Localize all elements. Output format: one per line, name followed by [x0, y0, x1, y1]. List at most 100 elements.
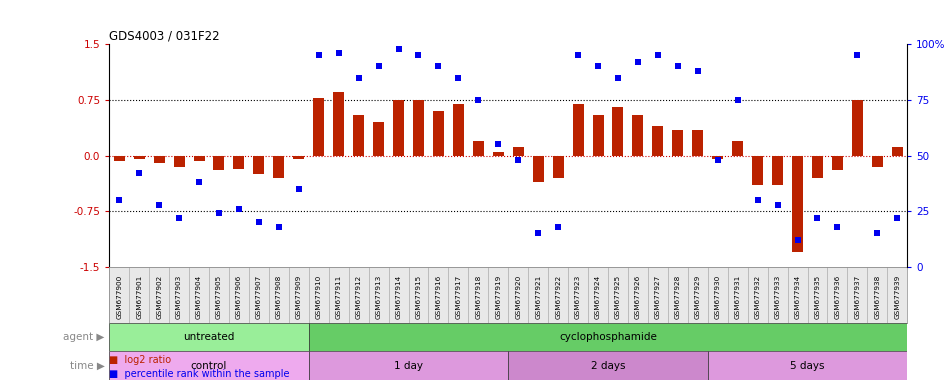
- Point: [631, 59, 646, 65]
- Text: GSM677918: GSM677918: [475, 275, 482, 319]
- Bar: [728, 267, 748, 323]
- Bar: [748, 267, 768, 323]
- Bar: [533, 156, 543, 182]
- Text: GSM677925: GSM677925: [615, 275, 621, 319]
- Text: GSM677900: GSM677900: [116, 275, 123, 319]
- Point: [711, 157, 726, 163]
- Bar: [353, 115, 364, 156]
- Bar: [852, 100, 863, 156]
- Point: [750, 197, 766, 203]
- Bar: [608, 267, 628, 323]
- Point: [671, 63, 686, 70]
- Text: GSM677916: GSM677916: [435, 275, 442, 319]
- Bar: [588, 267, 608, 323]
- Point: [211, 210, 227, 217]
- Bar: [373, 122, 384, 156]
- Text: GDS4003 / 031F22: GDS4003 / 031F22: [109, 30, 219, 43]
- Bar: [269, 267, 289, 323]
- Point: [690, 68, 705, 74]
- Bar: [154, 156, 164, 163]
- Point: [471, 97, 486, 103]
- Bar: [668, 267, 688, 323]
- Bar: [708, 267, 728, 323]
- Bar: [448, 267, 468, 323]
- Bar: [808, 267, 827, 323]
- Bar: [788, 267, 808, 323]
- Bar: [309, 323, 907, 351]
- Text: GSM677921: GSM677921: [535, 275, 541, 319]
- Bar: [189, 267, 209, 323]
- Bar: [732, 141, 743, 156]
- Text: GSM677930: GSM677930: [714, 275, 721, 319]
- Bar: [792, 156, 803, 252]
- Text: ■  percentile rank within the sample: ■ percentile rank within the sample: [109, 369, 290, 379]
- Text: GSM677932: GSM677932: [754, 275, 761, 319]
- Bar: [254, 156, 264, 174]
- Point: [131, 170, 147, 176]
- Bar: [149, 267, 169, 323]
- Text: GSM677914: GSM677914: [395, 275, 402, 319]
- Bar: [369, 267, 389, 323]
- Bar: [593, 115, 603, 156]
- Text: GSM677902: GSM677902: [156, 275, 162, 319]
- Bar: [114, 156, 124, 161]
- Bar: [309, 351, 508, 380]
- Text: GSM677939: GSM677939: [894, 275, 901, 319]
- Point: [251, 219, 266, 225]
- Bar: [274, 156, 284, 178]
- Point: [610, 74, 625, 81]
- Bar: [613, 107, 623, 156]
- Text: 2 days: 2 days: [591, 361, 625, 371]
- Bar: [413, 100, 424, 156]
- Text: GSM677934: GSM677934: [794, 275, 801, 319]
- Bar: [513, 147, 523, 156]
- Text: GSM677936: GSM677936: [834, 275, 841, 319]
- Text: untreated: untreated: [183, 332, 235, 342]
- Bar: [867, 267, 887, 323]
- Point: [491, 141, 506, 147]
- Bar: [827, 267, 847, 323]
- Point: [790, 237, 806, 243]
- Point: [232, 206, 247, 212]
- Text: GSM677919: GSM677919: [495, 275, 502, 319]
- Bar: [548, 267, 568, 323]
- Point: [890, 215, 905, 221]
- Bar: [468, 267, 488, 323]
- Point: [870, 230, 885, 237]
- Bar: [109, 267, 129, 323]
- Bar: [508, 351, 708, 380]
- Text: GSM677924: GSM677924: [595, 275, 601, 319]
- Text: cyclophosphamide: cyclophosphamide: [559, 332, 657, 342]
- Bar: [688, 267, 708, 323]
- Point: [312, 52, 327, 58]
- Bar: [708, 351, 907, 380]
- Bar: [673, 129, 683, 156]
- Bar: [633, 115, 643, 156]
- Text: GSM677927: GSM677927: [655, 275, 661, 319]
- Text: GSM677933: GSM677933: [774, 275, 781, 319]
- Bar: [887, 267, 907, 323]
- Point: [810, 215, 826, 221]
- Bar: [408, 267, 428, 323]
- Text: GSM677926: GSM677926: [635, 275, 641, 319]
- Bar: [294, 156, 304, 159]
- Text: GSM677928: GSM677928: [674, 275, 681, 319]
- Bar: [393, 100, 404, 156]
- Bar: [892, 147, 902, 156]
- Point: [332, 50, 347, 56]
- Bar: [693, 129, 703, 156]
- Bar: [433, 111, 444, 156]
- Text: GSM677922: GSM677922: [555, 275, 561, 319]
- Bar: [428, 267, 448, 323]
- Bar: [209, 267, 229, 323]
- Text: GSM677907: GSM677907: [256, 275, 262, 319]
- Text: time ▶: time ▶: [69, 361, 104, 371]
- Text: GSM677903: GSM677903: [176, 275, 182, 319]
- Text: 5 days: 5 days: [790, 361, 825, 371]
- Bar: [214, 156, 224, 170]
- Bar: [389, 267, 408, 323]
- Point: [591, 63, 606, 70]
- Text: GSM677906: GSM677906: [236, 275, 242, 319]
- Point: [112, 197, 127, 203]
- Text: GSM677905: GSM677905: [216, 275, 222, 319]
